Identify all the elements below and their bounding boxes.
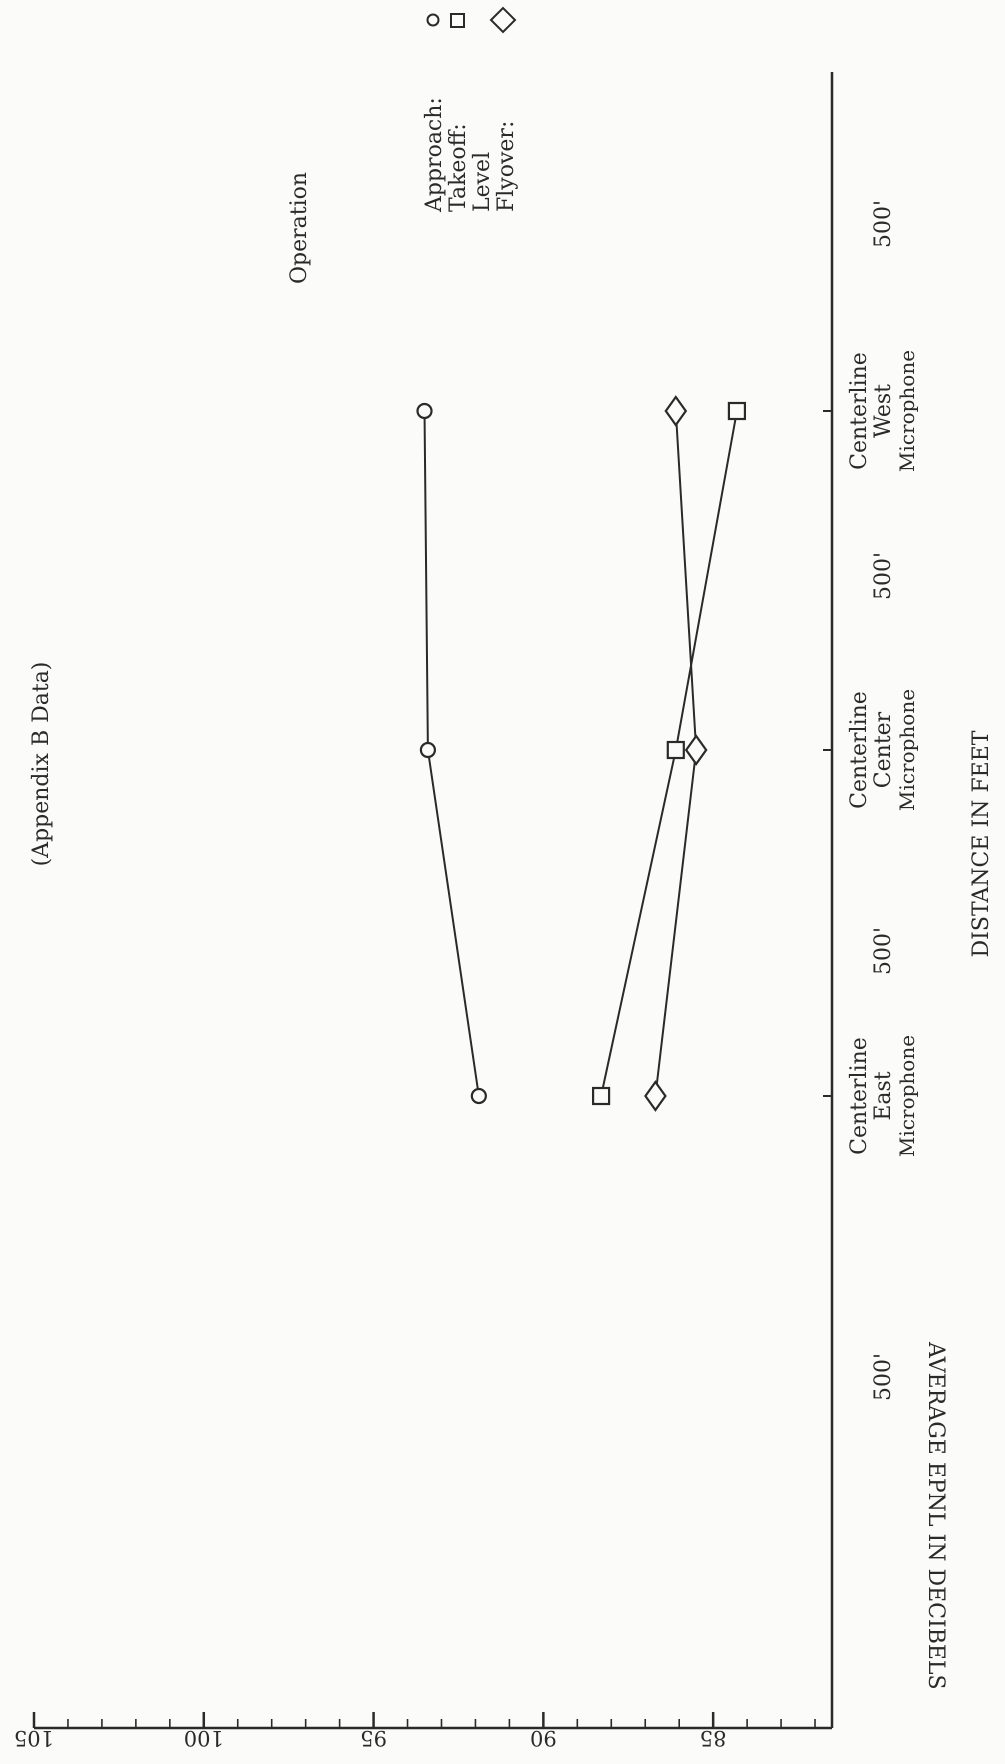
legend: Operation Approach: Takeoff: Level Flyov… (287, 6, 519, 284)
y-ticks: 105 100 95 90 85 (14, 1712, 816, 1750)
data-point-circle (416, 402, 433, 420)
y-axis-label: AVERAGE EPNL IN DECIBELS (923, 1341, 948, 1690)
data-point-circle (470, 1087, 487, 1105)
category-label: Centerline (847, 1037, 872, 1155)
category-label: Centerline (847, 352, 872, 470)
data-point-diamond (664, 395, 688, 427)
data-point-square (591, 1086, 611, 1106)
y-tick-label: 85 (700, 1726, 727, 1750)
distance-label: 500' (871, 927, 896, 975)
data-point-square (666, 740, 685, 760)
legend-entry-takeoff: Takeoff: (446, 123, 471, 212)
category-label: Center (871, 711, 896, 788)
category-label: Microphone (895, 1035, 919, 1157)
distance-labels: 500' 500' 500' 500' (871, 200, 896, 1401)
legend-entry-level: Level (470, 152, 495, 212)
category-label: East (871, 1071, 896, 1120)
distance-label: 500' (871, 1353, 896, 1401)
legend-circle-icon (426, 13, 440, 27)
data-point-circle (419, 741, 437, 759)
distance-label: 500' (871, 552, 896, 600)
legend-diamond-icon (489, 6, 517, 34)
category-label: Microphone (895, 689, 919, 811)
y-tick-label: 90 (530, 1726, 557, 1750)
legend-heading: Operation (287, 172, 312, 284)
data-point-square (727, 401, 747, 421)
distance-label: 500' (871, 200, 896, 248)
y-tick-label: 100 (184, 1726, 224, 1750)
data-point-diamond (684, 734, 708, 766)
legend-entry-approach: Approach: (422, 97, 447, 213)
category-label: West (871, 384, 896, 438)
category-label: Microphone (895, 350, 919, 472)
data-point-diamond (644, 1080, 667, 1112)
y-tick-label: 105 (14, 1726, 54, 1750)
x-axis-label: DISTANCE IN FEET (969, 730, 994, 957)
legend-entry-flyover: Flyover: (494, 121, 519, 212)
y-tick-label: 95 (360, 1726, 387, 1750)
series-group (416, 395, 747, 1112)
category-label: Centerline (847, 691, 872, 809)
chart-title: (Appendix B Data) (29, 662, 54, 867)
legend-square-icon (450, 13, 465, 28)
plot-area: (Appendix B Data) DISTANCE IN FEET AVERA… (14, 6, 994, 1750)
